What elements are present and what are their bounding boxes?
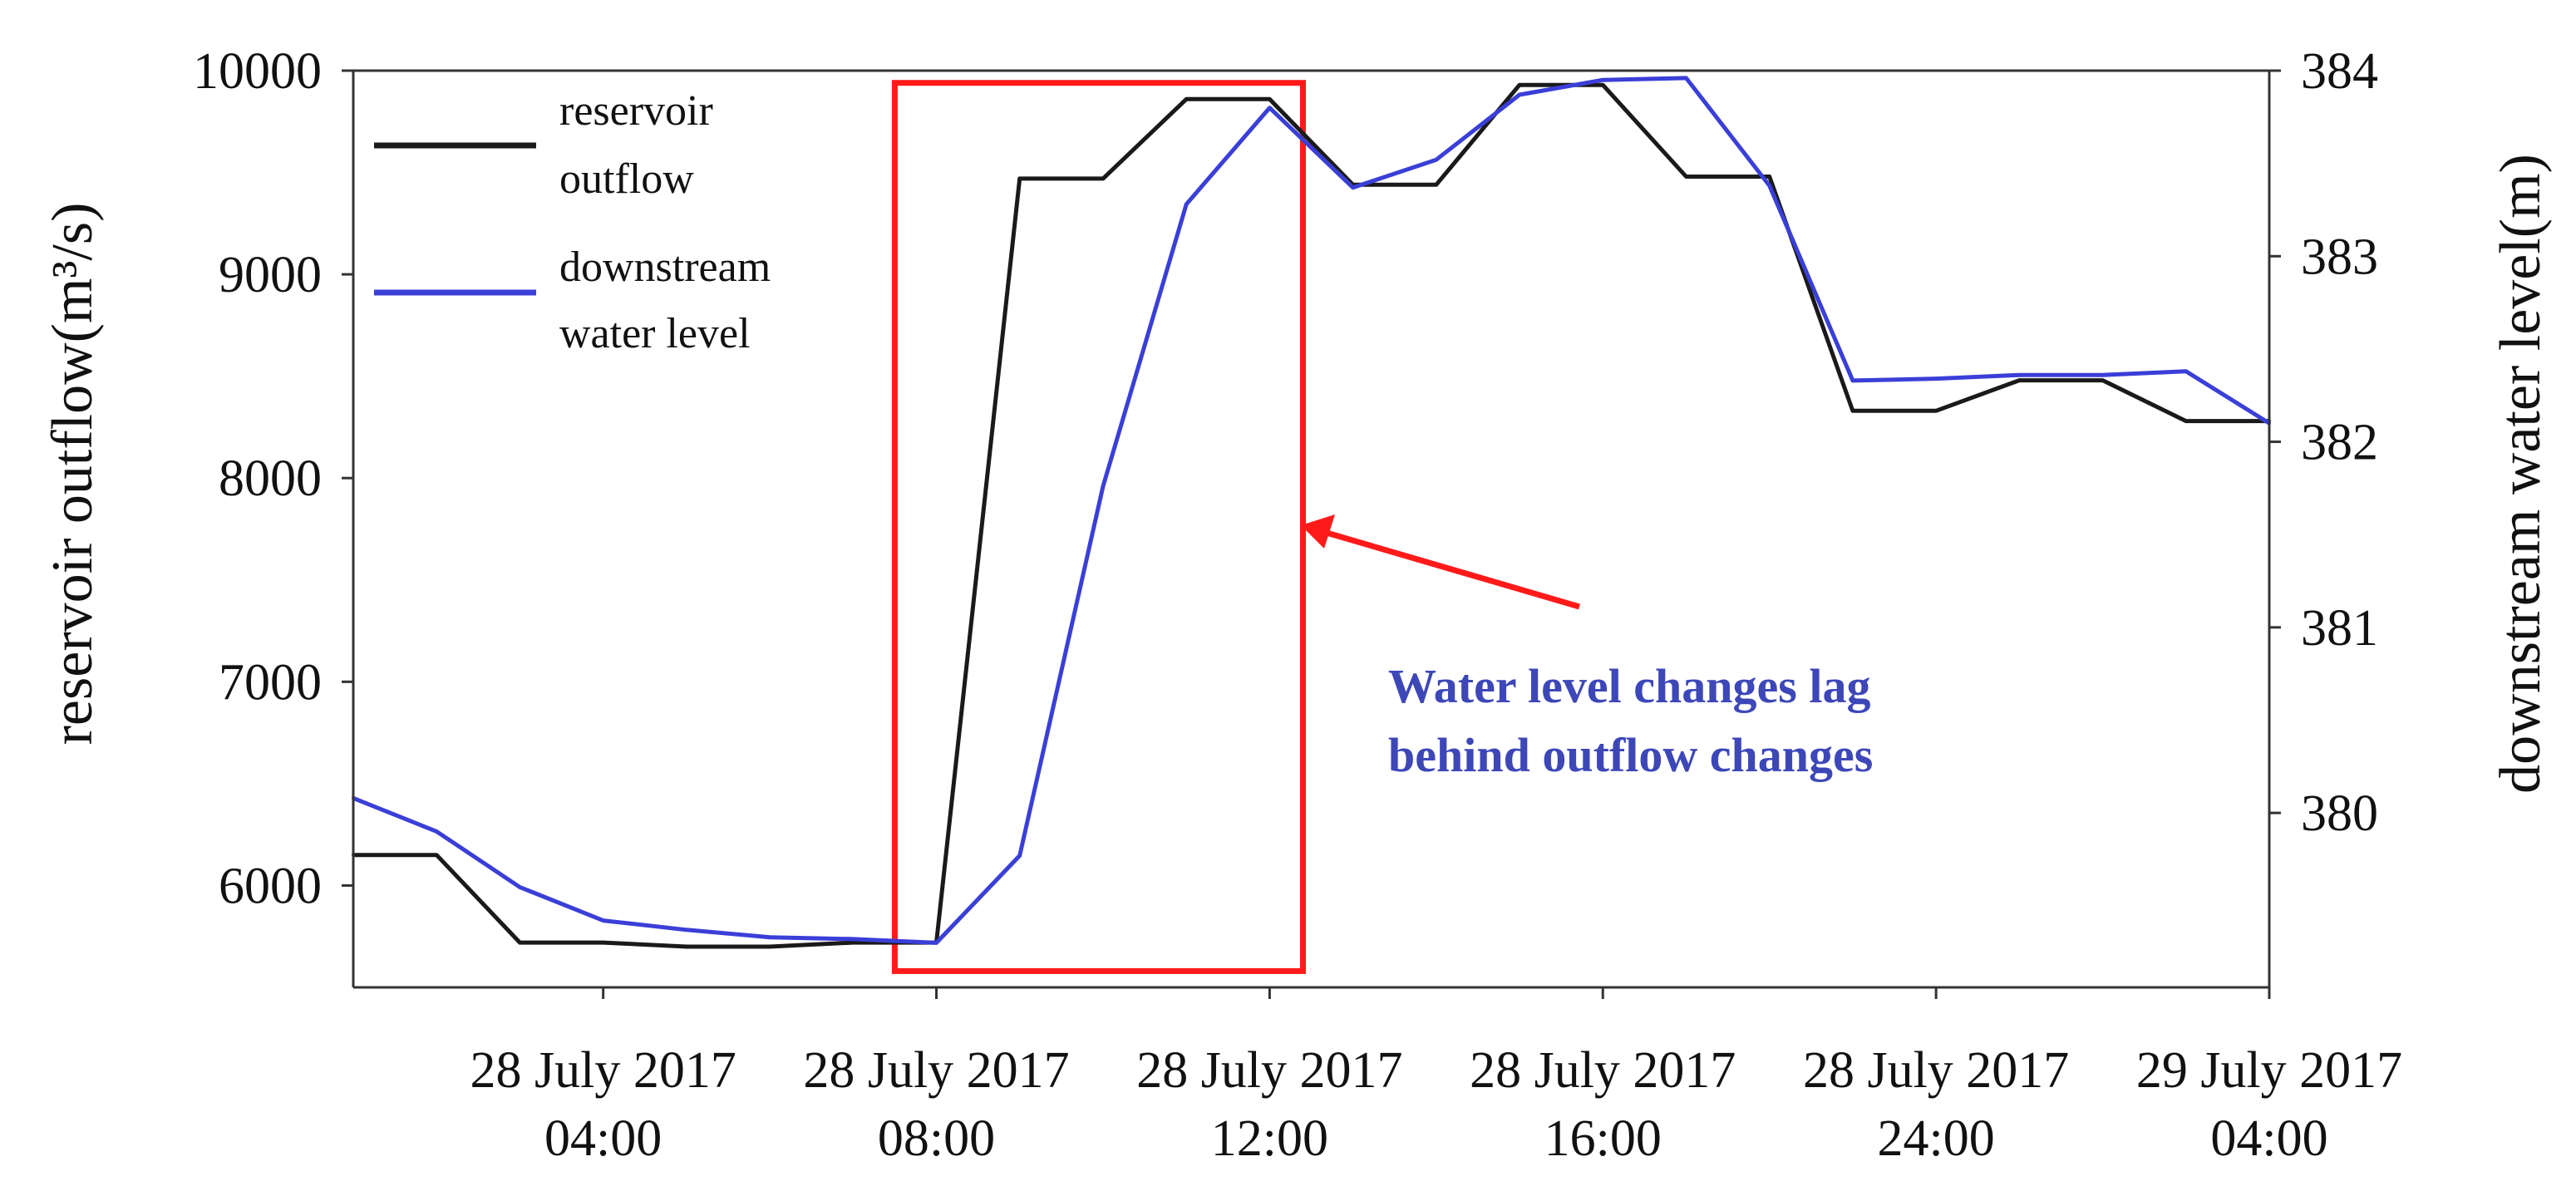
water-level-point	[2017, 373, 2022, 377]
outflow-point	[1101, 176, 1105, 180]
water-level-point	[768, 935, 772, 939]
left-axis-tick-label: 7000	[219, 654, 322, 711]
water-level-point	[1518, 93, 1522, 97]
outflow-point	[1518, 83, 1522, 87]
outflow-point	[1934, 409, 1938, 413]
legend-label-line1: downstream	[559, 244, 771, 291]
left-axis-tick-label: 10000	[193, 43, 322, 100]
water-level-point	[934, 941, 938, 945]
water-level-point	[518, 885, 522, 889]
x-tick-label-date: 28 July 2017	[470, 1042, 736, 1099]
outflow-point	[2184, 419, 2188, 423]
water-level-point	[2184, 369, 2188, 373]
water-level-point	[601, 918, 605, 923]
outflow-point	[518, 941, 522, 945]
right-axis-tick-label: 381	[2301, 600, 2378, 657]
left-axis-tick-label: 8000	[219, 450, 322, 507]
x-tick-label-date: 28 July 2017	[1803, 1042, 2069, 1099]
outflow-point	[2017, 378, 2022, 382]
annotation-line1: Water level changes lag	[1388, 659, 1870, 713]
x-tick-label-time: 04:00	[544, 1110, 662, 1167]
water-level-point	[1434, 158, 1438, 162]
outflow-point	[1850, 409, 1854, 413]
annotation-line2: behind outflow changes	[1388, 728, 1873, 782]
left-axis-tick-label: 9000	[219, 247, 322, 303]
water-level-point	[1017, 854, 1022, 858]
x-tick-label-date: 28 July 2017	[1136, 1042, 1402, 1099]
outflow-point	[1185, 97, 1189, 101]
outflow-point	[768, 944, 772, 948]
outflow-point	[1268, 97, 1272, 101]
water-level-point	[1101, 485, 1105, 489]
right-axis-tick-label: 382	[2301, 415, 2378, 471]
legend-label-line2: water level	[559, 310, 751, 357]
outflow-point	[1017, 176, 1022, 180]
water-level-point	[851, 937, 855, 941]
x-tick-label-time: 12:00	[1211, 1110, 1328, 1167]
outflow-point	[684, 944, 688, 948]
water-level-point	[1601, 78, 1605, 82]
right-axis-tick-label: 383	[2301, 229, 2378, 285]
legend: reservoir outflow downstream water level	[374, 87, 771, 357]
water-level-point	[1268, 106, 1272, 110]
x-tick-label-time: 04:00	[2210, 1110, 2327, 1167]
annotation-arrow-shaft	[1326, 529, 1580, 610]
right-axis-title: downstream water level(m)	[2489, 154, 2553, 794]
outflow-point	[1684, 175, 1688, 179]
outflow-point	[1767, 175, 1771, 179]
water-level-point	[435, 829, 439, 834]
x-tick-label-date: 28 July 2017	[1470, 1042, 1736, 1099]
water-level-point	[1767, 184, 1771, 188]
water-level-series-line	[352, 76, 2271, 945]
water-level-point	[1351, 185, 1355, 189]
x-tick-label-date: 28 July 2017	[803, 1042, 1069, 1099]
x-tick-label-date: 29 July 2017	[2136, 1042, 2402, 1099]
left-axis-title: reservoir outflow(m³/s)	[41, 203, 105, 746]
outflow-point	[2101, 378, 2105, 382]
x-tick-label-time: 16:00	[1544, 1110, 1662, 1167]
outflow-point	[601, 941, 605, 945]
outflow-series-line	[353, 82, 2269, 949]
right-axis-tick-label: 384	[2301, 43, 2378, 100]
left-axis-tick-label: 6000	[219, 858, 322, 914]
outflow-point	[435, 853, 439, 857]
water-level-point	[684, 928, 688, 932]
series-layer	[352, 76, 2271, 949]
axes-layer: 6000 7000 8000 9000 10000 380 381 382 383 384 28 J…	[193, 43, 2402, 1167]
outflow-point	[851, 941, 855, 945]
legend-label-line2: outflow	[559, 155, 694, 203]
water-level-point	[2101, 373, 2105, 377]
water-level-point	[1934, 376, 1938, 381]
annotation-arrow	[1301, 514, 1580, 610]
outflow-point	[1434, 183, 1438, 187]
water-level-point	[1185, 202, 1189, 206]
water-level-point	[1850, 378, 1854, 382]
legend-label-line1: reservoir	[559, 87, 713, 135]
annotation-arrow-head	[1301, 514, 1335, 549]
x-tick-label-time: 08:00	[878, 1110, 995, 1167]
right-axis-tick-label: 380	[2301, 785, 2378, 842]
water-level-point	[1684, 76, 1688, 80]
x-tick-label-time: 24:00	[1878, 1110, 1995, 1167]
outflow-point	[1601, 83, 1605, 87]
